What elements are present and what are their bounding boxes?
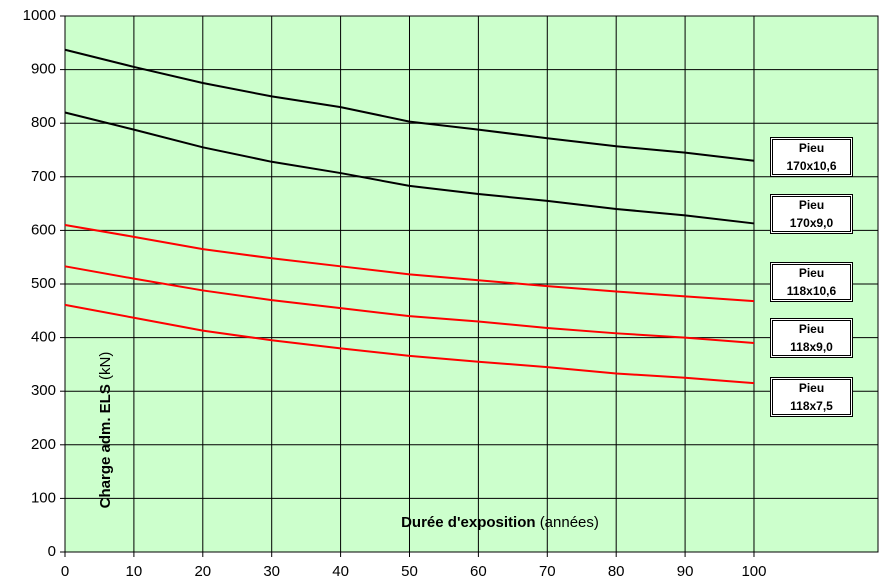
y-tick-label: 100 bbox=[31, 489, 56, 506]
x-axis-label: Durée d'exposition (années) bbox=[401, 514, 599, 531]
legend-entry: Pieu 118x9,0 bbox=[770, 318, 853, 358]
series-line bbox=[64, 303, 755, 385]
series-line bbox=[64, 48, 755, 162]
y-tick-label: 400 bbox=[31, 329, 56, 346]
y-label-unit: (kN) bbox=[97, 352, 114, 380]
y-tick-label: 800 bbox=[31, 114, 56, 131]
x-tick-label: 100 bbox=[741, 563, 766, 580]
x-tick-label: 0 bbox=[61, 563, 69, 580]
x-label-unit: (années) bbox=[540, 514, 599, 531]
legend-entry: Pieu 170x9,0 bbox=[770, 194, 853, 234]
x-tick-label: 80 bbox=[608, 563, 625, 580]
y-tick-label: 900 bbox=[31, 61, 56, 78]
x-tick-label: 40 bbox=[332, 563, 349, 580]
legend-entry: Pieu 118x7,5 bbox=[770, 377, 853, 417]
x-tick-label: 90 bbox=[677, 563, 694, 580]
x-tick-label: 70 bbox=[539, 563, 556, 580]
legend-entry: Pieu 118x10,6 bbox=[770, 262, 853, 302]
legend-entry: Pieu 170x10,6 bbox=[770, 137, 853, 177]
x-label-bold: Durée d'exposition bbox=[401, 514, 535, 531]
x-tick-label: 60 bbox=[470, 563, 487, 580]
y-tick-label: 200 bbox=[31, 436, 56, 453]
y-tick-label: 600 bbox=[31, 221, 56, 238]
x-tick-label: 20 bbox=[194, 563, 211, 580]
x-tick-label: 50 bbox=[401, 563, 418, 580]
y-tick-label: 700 bbox=[31, 168, 56, 185]
y-axis-label: Charge adm. ELS (kN) bbox=[97, 352, 114, 509]
y-tick-label: 1000 bbox=[23, 7, 56, 24]
y-tick-label: 300 bbox=[31, 382, 56, 399]
plot-border bbox=[64, 15, 879, 553]
series-line bbox=[64, 265, 755, 344]
series-line bbox=[64, 224, 755, 303]
series-line bbox=[64, 111, 755, 225]
x-tick-label: 10 bbox=[126, 563, 143, 580]
y-label-bold: Charge adm. ELS bbox=[97, 384, 114, 508]
y-tick-label: 500 bbox=[31, 275, 56, 292]
x-tick-label: 30 bbox=[263, 563, 280, 580]
y-tick-label: 0 bbox=[48, 543, 56, 560]
